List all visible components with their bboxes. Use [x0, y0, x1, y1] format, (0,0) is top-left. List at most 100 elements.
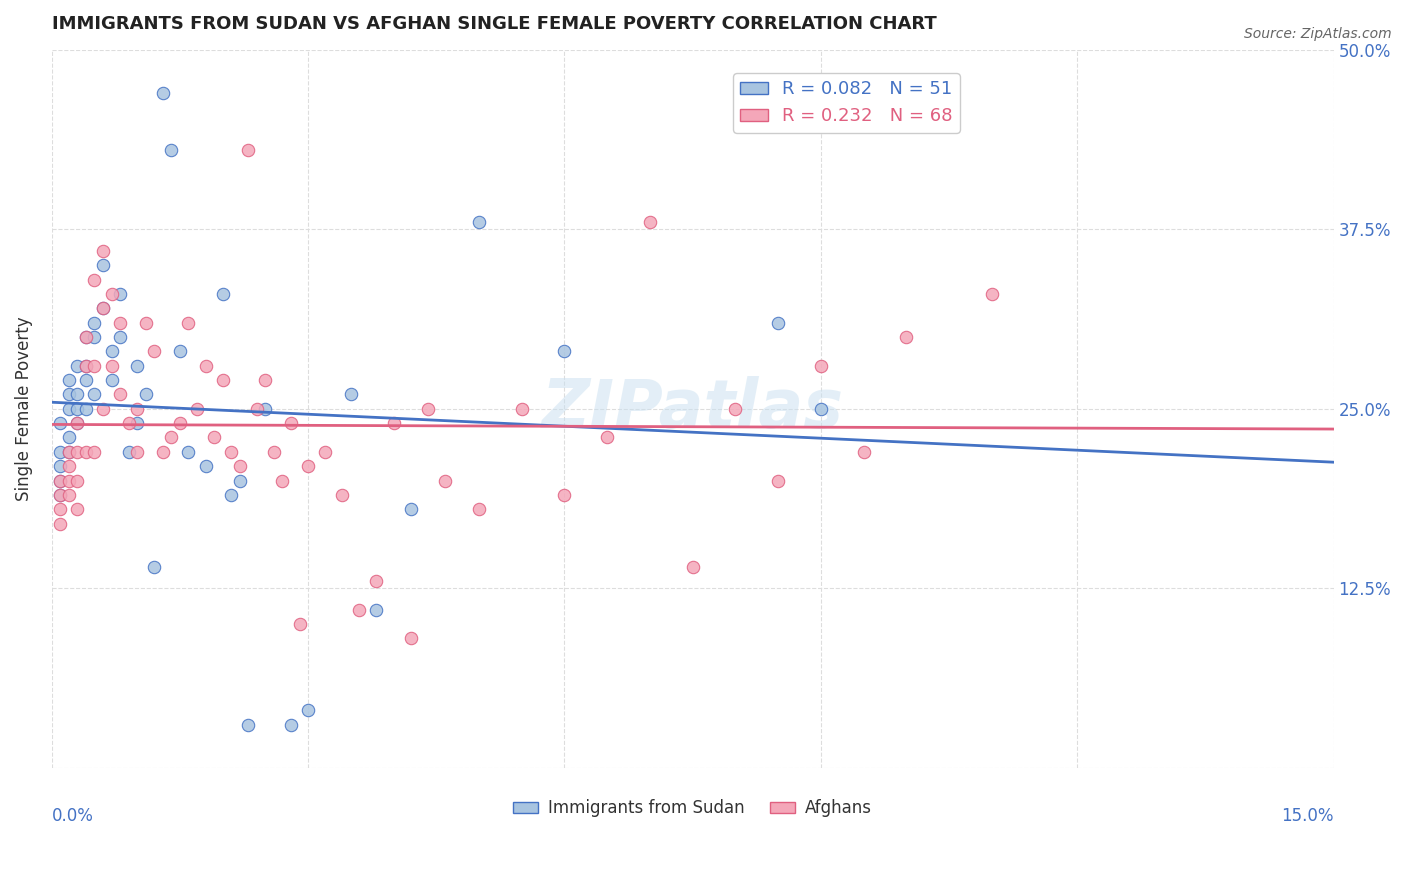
- Afghans: [135, 316, 157, 330]
- Afghans: [330, 488, 353, 502]
- Immigrants from Sudan: [160, 144, 183, 158]
- Afghans: [152, 445, 174, 459]
- Immigrants from Sudan: [83, 316, 105, 330]
- Immigrants from Sudan: [66, 359, 89, 373]
- Afghans: [66, 474, 89, 488]
- Immigrants from Sudan: [75, 330, 97, 344]
- Afghans: [366, 574, 388, 588]
- Immigrants from Sudan: [366, 603, 388, 617]
- Afghans: [186, 401, 208, 416]
- Immigrants from Sudan: [49, 416, 72, 430]
- Afghans: [91, 301, 114, 316]
- Afghans: [246, 401, 269, 416]
- Afghans: [91, 244, 114, 258]
- Afghans: [49, 502, 72, 516]
- Immigrants from Sudan: [194, 459, 217, 474]
- Afghans: [75, 330, 97, 344]
- Afghans: [280, 416, 302, 430]
- Immigrants from Sudan: [58, 430, 80, 444]
- Immigrants from Sudan: [169, 344, 191, 359]
- Text: Source: ZipAtlas.com: Source: ZipAtlas.com: [1244, 27, 1392, 41]
- Afghans: [468, 502, 491, 516]
- Immigrants from Sudan: [83, 330, 105, 344]
- Immigrants from Sudan: [152, 86, 174, 100]
- Afghans: [100, 286, 122, 301]
- Afghans: [416, 401, 439, 416]
- Afghans: [100, 359, 122, 373]
- Afghans: [211, 373, 233, 387]
- Immigrants from Sudan: [108, 330, 131, 344]
- Afghans: [553, 488, 575, 502]
- Immigrants from Sudan: [83, 387, 105, 401]
- Immigrants from Sudan: [127, 359, 149, 373]
- Afghans: [127, 445, 149, 459]
- Afghans: [127, 401, 149, 416]
- Afghans: [66, 416, 89, 430]
- Immigrants from Sudan: [108, 286, 131, 301]
- Afghans: [433, 474, 456, 488]
- Afghans: [49, 488, 72, 502]
- Text: IMMIGRANTS FROM SUDAN VS AFGHAN SINGLE FEMALE POVERTY CORRELATION CHART: IMMIGRANTS FROM SUDAN VS AFGHAN SINGLE F…: [52, 15, 936, 33]
- Immigrants from Sudan: [66, 387, 89, 401]
- Immigrants from Sudan: [468, 215, 491, 229]
- Afghans: [58, 474, 80, 488]
- Immigrants from Sudan: [219, 488, 242, 502]
- Afghans: [108, 387, 131, 401]
- Y-axis label: Single Female Poverty: Single Female Poverty: [15, 317, 32, 501]
- Immigrants from Sudan: [49, 488, 72, 502]
- Afghans: [271, 474, 294, 488]
- Immigrants from Sudan: [49, 459, 72, 474]
- Afghans: [58, 445, 80, 459]
- Immigrants from Sudan: [58, 373, 80, 387]
- Afghans: [202, 430, 225, 444]
- Afghans: [254, 373, 277, 387]
- Immigrants from Sudan: [58, 445, 80, 459]
- Afghans: [638, 215, 661, 229]
- Legend: Immigrants from Sudan, Afghans: Immigrants from Sudan, Afghans: [506, 793, 879, 824]
- Immigrants from Sudan: [553, 344, 575, 359]
- Immigrants from Sudan: [66, 401, 89, 416]
- Afghans: [118, 416, 141, 430]
- Text: ZIPatlas: ZIPatlas: [541, 376, 844, 442]
- Afghans: [349, 603, 371, 617]
- Immigrants from Sudan: [75, 373, 97, 387]
- Afghans: [49, 516, 72, 531]
- Immigrants from Sudan: [118, 445, 141, 459]
- Afghans: [219, 445, 242, 459]
- Afghans: [177, 316, 200, 330]
- Immigrants from Sudan: [177, 445, 200, 459]
- Afghans: [263, 445, 285, 459]
- Immigrants from Sudan: [49, 474, 72, 488]
- Immigrants from Sudan: [211, 286, 233, 301]
- Immigrants from Sudan: [143, 559, 166, 574]
- Afghans: [297, 459, 319, 474]
- Immigrants from Sudan: [238, 717, 260, 731]
- Immigrants from Sudan: [91, 301, 114, 316]
- Text: 15.0%: 15.0%: [1281, 807, 1333, 825]
- Afghans: [596, 430, 619, 444]
- Afghans: [238, 144, 260, 158]
- Afghans: [169, 416, 191, 430]
- Afghans: [58, 488, 80, 502]
- Afghans: [896, 330, 918, 344]
- Immigrants from Sudan: [58, 401, 80, 416]
- Afghans: [382, 416, 405, 430]
- Immigrants from Sudan: [100, 344, 122, 359]
- Afghans: [91, 401, 114, 416]
- Immigrants from Sudan: [135, 387, 157, 401]
- Afghans: [49, 474, 72, 488]
- Afghans: [288, 617, 311, 632]
- Afghans: [58, 459, 80, 474]
- Afghans: [83, 445, 105, 459]
- Immigrants from Sudan: [58, 387, 80, 401]
- Immigrants from Sudan: [49, 445, 72, 459]
- Immigrants from Sudan: [75, 401, 97, 416]
- Afghans: [766, 474, 789, 488]
- Afghans: [75, 445, 97, 459]
- Afghans: [852, 445, 875, 459]
- Afghans: [143, 344, 166, 359]
- Immigrants from Sudan: [75, 359, 97, 373]
- Afghans: [510, 401, 533, 416]
- Afghans: [160, 430, 183, 444]
- Afghans: [66, 445, 89, 459]
